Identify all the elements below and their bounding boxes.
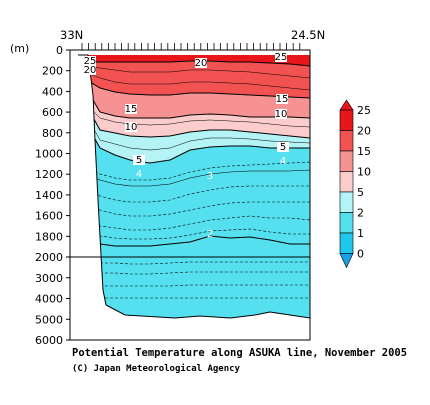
band-20	[78, 60, 310, 98]
colorbar-bottom-arrow	[339, 253, 354, 269]
contour-label: 25	[84, 56, 97, 67]
seafloor-outline	[78, 54, 311, 319]
contour-label: 10	[275, 109, 288, 120]
contour-label-bg	[275, 109, 287, 119]
colorbar-swatch	[339, 130, 354, 152]
contour-label: 15	[276, 94, 289, 105]
contour-label-bg	[277, 142, 289, 152]
x-right-label: 24.5N	[291, 28, 325, 42]
contour-label: 4	[136, 169, 142, 180]
y-tick-label: 800	[42, 127, 63, 140]
colorbar-label: 1	[357, 227, 364, 240]
y-tick-label: 1800	[35, 230, 63, 243]
colorbar-swatch	[339, 109, 354, 131]
colorbar-label: 15	[357, 145, 371, 158]
y-axis: 0 200 400 600 800 1000 1200 1400 1600 1800 2000 300…	[35, 44, 70, 347]
y-tick-label: 400	[42, 85, 63, 98]
temperature-bands	[78, 55, 310, 318]
y-tick-label: 2000	[35, 251, 63, 264]
contour-label: 20	[195, 58, 208, 69]
chart-credit: (C) Japan Meteorological Agency	[72, 363, 241, 374]
colorbar-swatch	[339, 212, 354, 234]
colorbar-swatch	[339, 191, 354, 213]
contour-label-bg	[125, 104, 137, 114]
y-tick-label: 4000	[35, 293, 63, 306]
y-tick-label: 600	[42, 106, 63, 119]
y-unit-label: (m)	[10, 42, 29, 55]
y-tick-label: 1000	[35, 148, 63, 161]
x-left-label: 33N	[60, 28, 83, 42]
band-2	[78, 88, 310, 246]
contour-20	[78, 75, 310, 99]
chart-title: Potential Temperature along ASUKA line, …	[72, 347, 407, 359]
contour-label: 3	[207, 171, 213, 182]
contour-dashed	[78, 261, 310, 265]
y-tick-label: 6000	[35, 334, 63, 347]
contour-label-bg	[125, 122, 137, 132]
contour-dashed	[78, 161, 310, 181]
contour-dashed	[78, 284, 310, 287]
colorbar-label: 10	[357, 166, 371, 179]
contour-label: 5	[136, 155, 142, 166]
y-tick-label: 1400	[35, 189, 63, 202]
contour-label: 15	[125, 104, 138, 115]
contour-dashed	[78, 185, 310, 203]
colorbar-top-arrow	[339, 99, 354, 111]
contour-label-bg	[276, 94, 288, 104]
band-deep	[78, 236, 310, 318]
colorbar-label: 20	[357, 125, 371, 138]
contour-label-bg	[275, 52, 287, 62]
contour-label: 2	[207, 229, 213, 240]
y-tick-label: 3000	[35, 272, 63, 285]
y-tick-label: 1200	[35, 168, 63, 181]
contour-dashed	[78, 201, 310, 217]
colorbar-swatch	[339, 171, 354, 193]
y-tick-label: 200	[42, 65, 63, 78]
colorbar-label: 25	[357, 104, 371, 117]
contour-dashed	[78, 228, 310, 240]
contour-dashed	[78, 271, 310, 275]
contour-dashed	[78, 215, 310, 231]
contour-label: 20	[84, 65, 97, 76]
station-ticks	[81, 43, 301, 50]
contour-label-bg	[84, 56, 96, 66]
contour-label-bg	[84, 65, 96, 75]
contour-label: 25	[275, 52, 288, 63]
band-5	[78, 84, 310, 163]
y-tick-label: 5000	[35, 313, 63, 326]
contour-label: 10	[125, 122, 138, 133]
colorbar-label: 5	[357, 186, 364, 199]
contour-minor	[78, 69, 310, 91]
colorbar-swatch	[339, 232, 354, 254]
y-tick-label: 1600	[35, 210, 63, 223]
y-tick-label: 0	[56, 44, 63, 57]
colorbar-label: 2	[357, 207, 364, 220]
contour-label-bg	[133, 155, 145, 165]
colorbar-swatch	[339, 150, 354, 172]
contour-label-bg	[195, 58, 207, 68]
colorbar-label: 0	[357, 248, 364, 261]
contour-label: 4	[280, 156, 286, 167]
contour-label: 5	[280, 142, 286, 153]
